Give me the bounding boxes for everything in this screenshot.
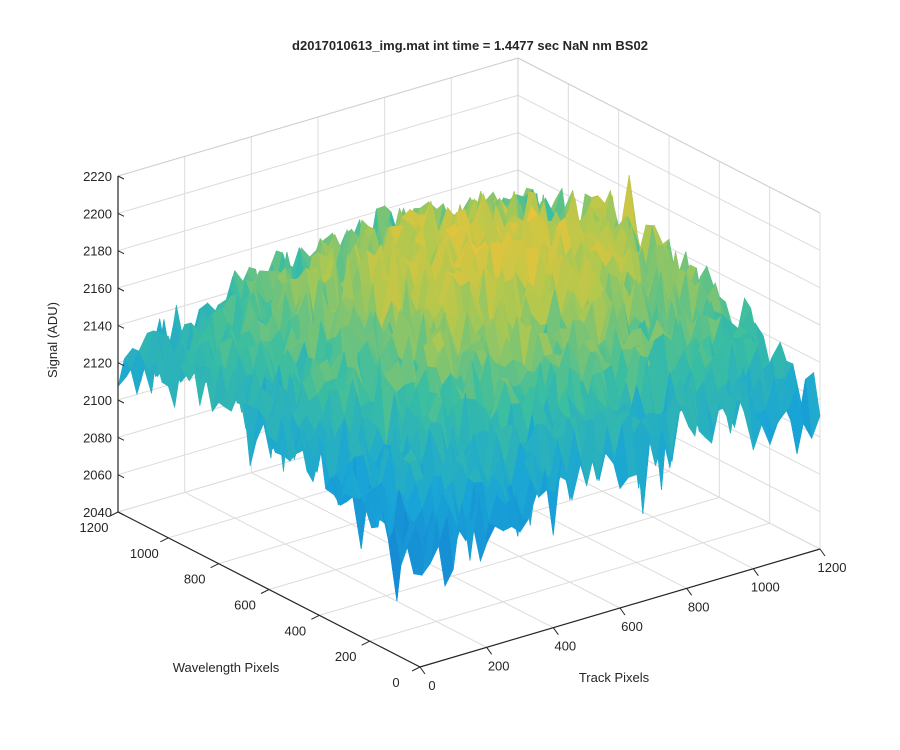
z-axis-label: Signal (ADU) (45, 302, 60, 378)
z-tick-label: 2040 (83, 505, 112, 520)
z-tick-label: 2160 (83, 281, 112, 296)
side-wall-grid-line (517, 132, 821, 289)
y-axis-label: Wavelength Pixels (173, 660, 280, 675)
y-tick-label: 1000 (130, 546, 159, 561)
x-tick-mark (552, 627, 559, 635)
y-tick-mark (361, 640, 370, 646)
x-tick-label: 1200 (818, 560, 847, 575)
y-tick-mark (109, 511, 119, 517)
z-tick-label: 2200 (83, 206, 112, 221)
back-wall-grid-line (117, 169, 519, 289)
x-tick-mark (619, 607, 626, 616)
chart-title: d2017010613_img.mat int time = 1.4477 se… (292, 38, 648, 53)
y-tick-mark (260, 589, 270, 594)
x-tick-label: 400 (554, 639, 576, 654)
x-tick-label: 800 (688, 599, 710, 614)
x-tick-label: 1000 (751, 580, 780, 595)
z-tick-mark (117, 250, 125, 255)
z-tick-label: 2120 (83, 356, 112, 371)
tick-labels: 0 200 400 600 800 1000 1200 0 200 400 600 800 1000 12… (80, 169, 847, 693)
z-tick-mark (117, 362, 125, 367)
z-tick-label: 2060 (83, 468, 112, 483)
z-tick-label: 2220 (83, 169, 112, 184)
x-axis-label: Track Pixels (579, 670, 650, 685)
y-tick-label: 0 (392, 675, 399, 690)
y-tick-mark (411, 666, 421, 672)
z-tick-mark (117, 399, 125, 404)
y-tick-mark (311, 614, 320, 620)
floor-grid-line (369, 522, 770, 642)
z-tick-label: 2180 (83, 244, 112, 259)
x-tick-mark (819, 548, 826, 557)
y-tick-mark (210, 563, 219, 569)
z-tick-mark (117, 511, 125, 516)
back-wall-grid-line (117, 132, 519, 252)
back-top-edge (117, 57, 519, 177)
side-top-edge (517, 57, 821, 214)
back-wall-grid-line (117, 94, 519, 214)
x-tick-mark (752, 568, 759, 576)
z-tick-mark (117, 324, 125, 329)
x-tick-mark (686, 588, 693, 596)
x-tick-label: 200 (488, 658, 510, 673)
z-tick-mark (117, 474, 125, 479)
z-tick-mark (117, 175, 125, 180)
x-tick-label: 600 (621, 619, 643, 634)
z-tick-label: 2080 (83, 430, 112, 445)
z-tick-mark (117, 287, 125, 292)
y-tick-label: 200 (335, 649, 357, 664)
z-tick-mark (117, 436, 125, 441)
floor-grid-line (319, 496, 720, 616)
x-tick-label: 0 (428, 678, 435, 693)
y-tick-label: 800 (184, 572, 206, 587)
z-tick-label: 2100 (83, 393, 112, 408)
surface-patch (413, 525, 429, 576)
y-tick-mark (160, 537, 169, 543)
x-tick-mark (419, 666, 426, 675)
surface-mesh (117, 175, 821, 601)
y-tick-label: 600 (234, 598, 256, 613)
z-tick-label: 2140 (83, 318, 112, 333)
z-tick-mark (117, 212, 125, 217)
side-wall-grid-line (517, 94, 821, 251)
y-tick-label: 400 (284, 623, 306, 638)
y-tick-label: 1200 (80, 520, 109, 535)
x-tick-mark (486, 647, 493, 655)
axes (109, 175, 826, 675)
